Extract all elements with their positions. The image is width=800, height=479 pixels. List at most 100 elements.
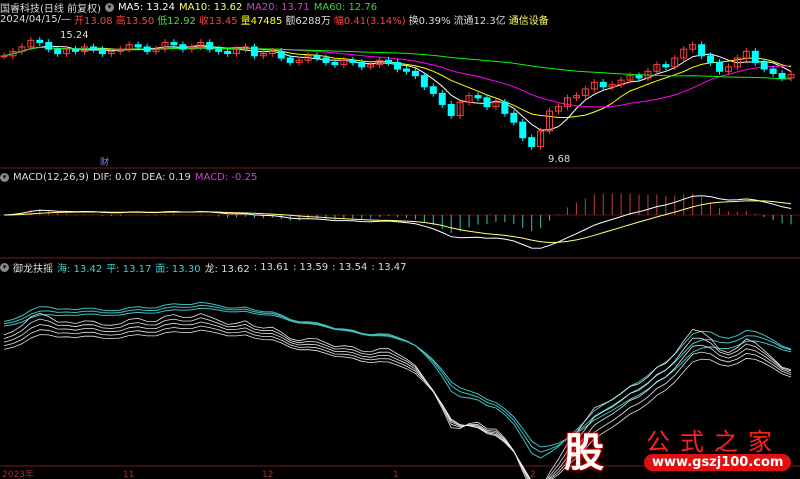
candle-body — [492, 101, 500, 108]
candle-body — [617, 79, 625, 86]
candle-body — [394, 61, 402, 70]
candle-body — [233, 48, 241, 55]
watermark-logo: 股 公式之家 www.gszj100.com — [556, 418, 792, 476]
candle-body — [304, 55, 312, 61]
candle-body — [662, 64, 670, 68]
x-axis: 2023年 11 12 1 2 — [2, 468, 536, 479]
change-value: 幅0.41(3.14%) — [333, 15, 406, 27]
candle-body — [72, 48, 80, 52]
ylfy-white-line — [3, 312, 792, 479]
candle-body — [161, 42, 169, 50]
candle-body — [295, 59, 303, 63]
candle-body — [465, 95, 473, 103]
ma20-line — [3, 46, 792, 108]
candle-body — [241, 46, 249, 50]
line-value-1: : 13.61 — [253, 261, 289, 273]
candle-body — [179, 44, 187, 50]
candle-body — [590, 81, 598, 90]
line-value-2: : 13.59 — [292, 261, 329, 273]
chevron-down-icon[interactable]: ▾ — [0, 172, 9, 182]
candle-body — [9, 50, 17, 57]
x-tick: 2 — [530, 470, 536, 479]
candle-body — [510, 112, 518, 123]
candle-body — [555, 106, 563, 112]
candle-body — [483, 97, 491, 108]
header-line-1: 国睿科技(日线 前复权) ▾ MA5: 13.24 MA10: 13.62 MA… — [0, 1, 378, 15]
candle-body — [635, 75, 643, 79]
ylfy-white-line — [3, 325, 792, 479]
candle-body — [0, 55, 8, 58]
candle-body — [27, 39, 35, 48]
candle-body — [349, 59, 357, 63]
candle-body — [572, 95, 580, 99]
logo-url: www.gszj100.com — [644, 454, 792, 471]
ma5-value: MA5: 13.24 — [117, 1, 175, 13]
candle-body — [680, 48, 688, 59]
x-tick: 2023年 — [2, 468, 34, 479]
candle-body — [143, 46, 151, 52]
ylfy-header: ▾ 御龙扶摇 海: 13.42 平: 13.17 面: 13.30 龙: 13.… — [0, 261, 407, 275]
candle-body — [689, 44, 697, 50]
candle-body — [581, 88, 589, 97]
candle-body — [63, 48, 71, 55]
max-price-label: 15.24 — [60, 30, 89, 41]
candle-body — [751, 50, 759, 63]
candle-body — [599, 81, 607, 88]
candle-body — [733, 57, 741, 68]
candle-body — [608, 84, 616, 88]
candle-body — [259, 53, 267, 57]
ma10-line — [3, 46, 792, 118]
volume-value: 量47485 — [240, 15, 283, 27]
ma60-value: MA60: 12.76 — [313, 1, 378, 13]
candle-body — [698, 44, 706, 57]
candle-body — [653, 64, 661, 72]
finance-marker[interactable]: 财 — [100, 156, 109, 168]
x-tick: 12 — [262, 470, 273, 479]
logo-char: 股 — [564, 430, 604, 476]
dif-line — [3, 195, 792, 249]
candle-body — [215, 48, 223, 52]
high-value: 高13.50 — [115, 15, 155, 27]
long-value: 龙: 13.62 — [204, 263, 250, 275]
candle-body — [420, 75, 428, 88]
candle-body — [152, 48, 160, 52]
candle-body — [358, 61, 366, 68]
ylfy-white-line — [3, 329, 792, 479]
candle-body — [528, 137, 536, 147]
amount-value: 额6288万 — [285, 15, 331, 27]
macd-header: ▾ MACD(12,26,9) DIF: 0.07 DEA: 0.19 MACD… — [0, 171, 257, 183]
chevron-down-icon[interactable]: ▾ — [104, 2, 114, 12]
candle-body — [563, 97, 571, 108]
candle-body — [134, 44, 142, 48]
candle-body — [671, 57, 679, 68]
chevron-down-icon[interactable]: ▾ — [0, 262, 9, 272]
candle-body — [376, 59, 384, 66]
macd-value: MACD: -0.25 — [194, 171, 258, 183]
line-value-4: : 13.47 — [371, 261, 407, 273]
candle-body — [116, 48, 124, 52]
ma60-line — [3, 46, 792, 80]
x-tick: 1 — [393, 470, 399, 479]
dif-value: DIF: 0.07 — [92, 171, 138, 183]
hai-value: 海: 13.42 — [57, 263, 103, 275]
candle-body — [206, 42, 214, 50]
low-value: 低12.92 — [157, 15, 196, 27]
stock-name: 国睿科技(日线 前复权) — [0, 3, 101, 15]
candle-body — [80, 46, 88, 52]
float-value: 流通12.3亿 — [453, 15, 506, 27]
candle-body — [170, 42, 178, 46]
ylfy-title: 御龙扶摇 — [13, 263, 53, 275]
candle-body — [411, 70, 419, 77]
candle-body — [197, 42, 205, 48]
ma20-value: MA20: 13.71 — [246, 1, 310, 13]
candle-body — [107, 50, 115, 55]
candle-body — [385, 59, 393, 63]
candle-body — [429, 86, 437, 94]
candle-body — [250, 46, 258, 57]
candle-body — [313, 55, 321, 59]
candle-body — [402, 68, 410, 72]
candle-body — [742, 50, 750, 59]
candle-body — [322, 57, 330, 63]
date: 2024/04/15/— — [0, 13, 72, 25]
